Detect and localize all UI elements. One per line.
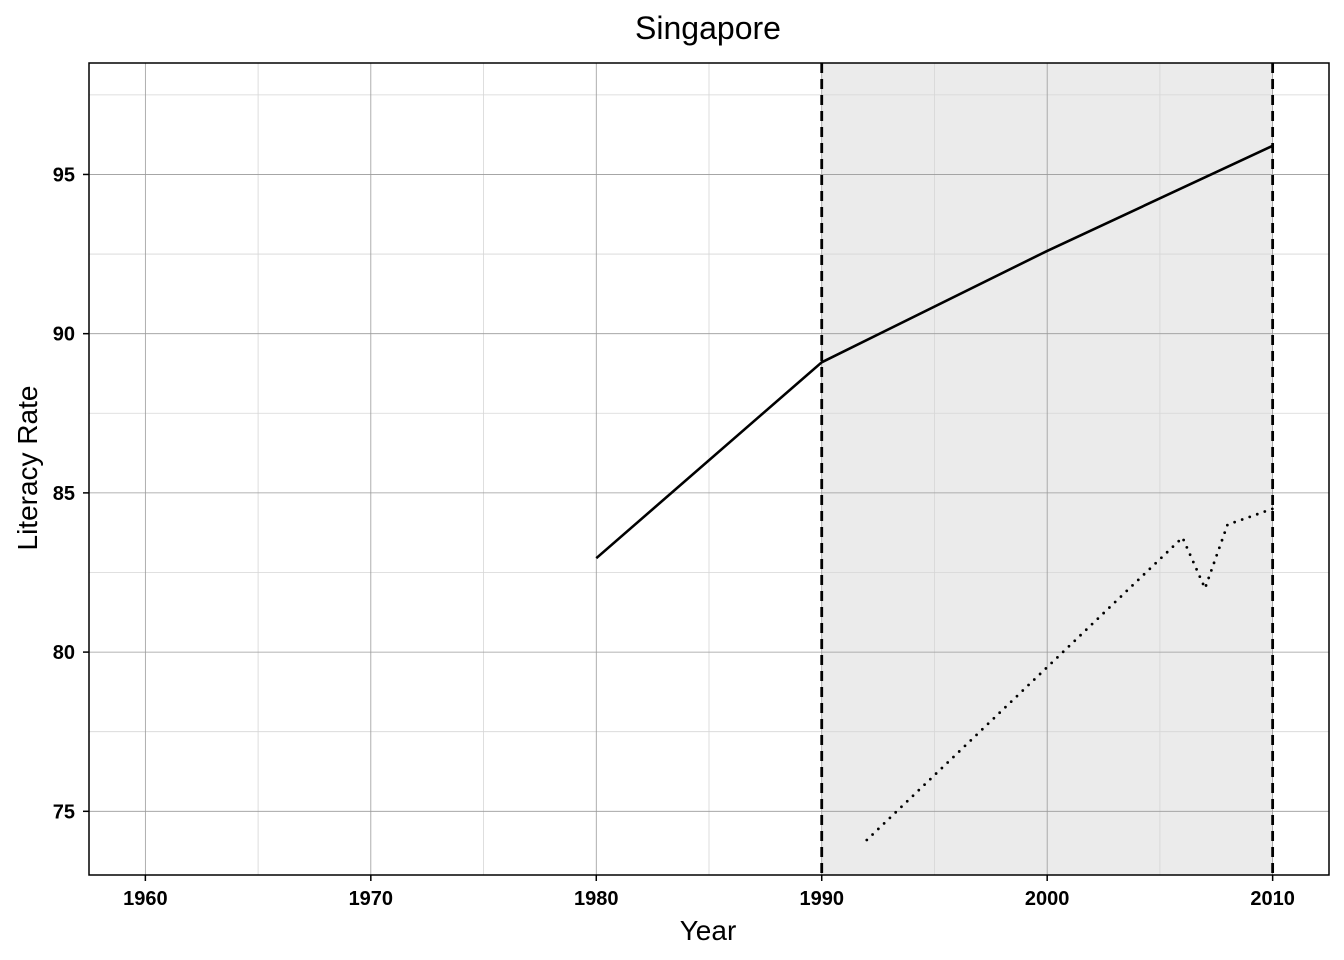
y-axis: 75 80 85 90 95: [53, 164, 89, 823]
x-tick-label: 1960: [123, 888, 168, 910]
x-axis-label: Year: [680, 915, 737, 946]
y-tick-label: 95: [53, 164, 75, 186]
y-tick-label: 75: [53, 801, 75, 823]
series-line-dotted: [865, 507, 1274, 842]
series-line-solid: [595, 144, 1274, 560]
x-tick-label: 2010: [1250, 888, 1295, 910]
x-tick-label: 1980: [574, 888, 619, 910]
series-layer: [595, 63, 1275, 875]
x-tick-label: 2000: [1025, 888, 1070, 910]
y-tick-label: 80: [53, 642, 75, 664]
y-tick-label: 90: [53, 324, 75, 346]
y-axis-label: Literacy Rate: [12, 386, 43, 551]
x-tick-label: 1990: [799, 888, 844, 910]
x-tick-label: 1970: [349, 888, 394, 910]
plot-panel: [88, 62, 1330, 876]
panel-border: [88, 62, 1330, 876]
y-tick-label: 85: [53, 483, 75, 505]
x-axis: 1960 1970 1980 1990 2000 2010: [123, 875, 1295, 910]
chart-title: Singapore: [635, 10, 781, 46]
